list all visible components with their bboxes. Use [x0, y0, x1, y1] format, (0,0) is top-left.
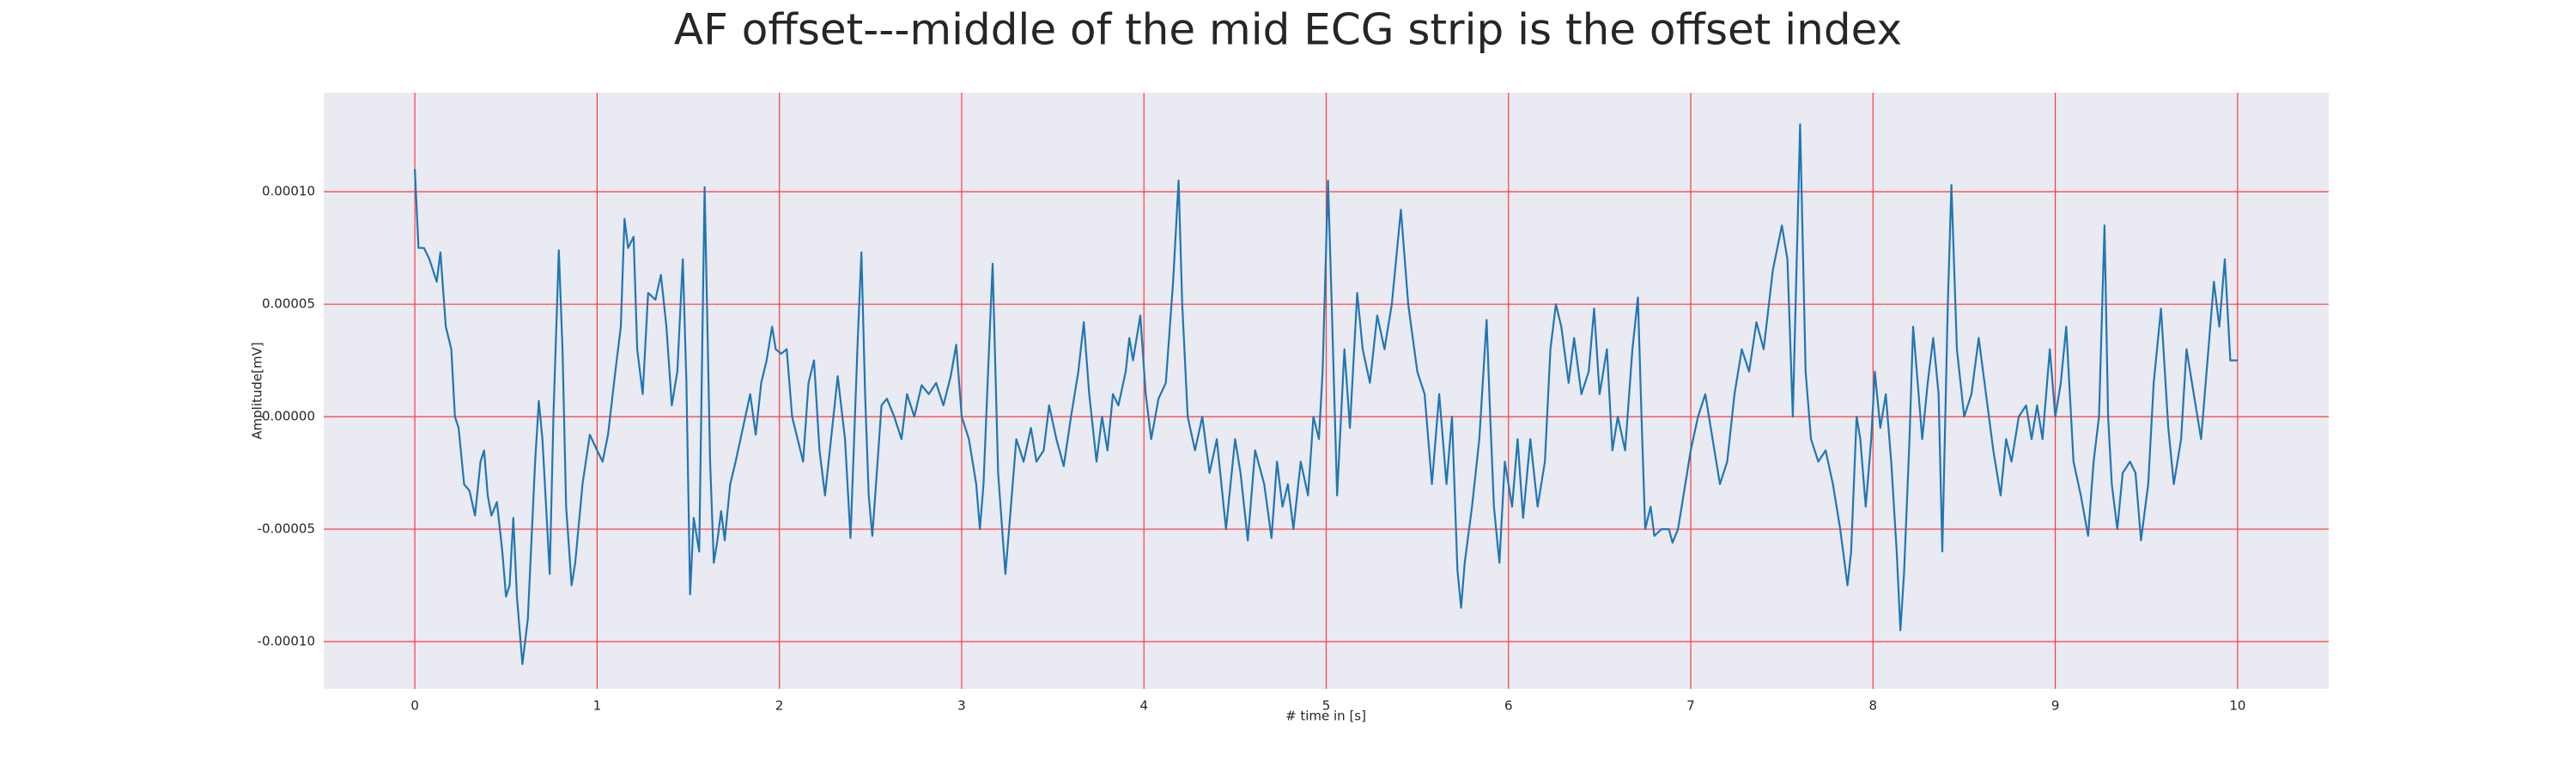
- y-tick-label: 0.00005: [262, 296, 315, 312]
- y-axis-label: Amplitude[mV]: [250, 342, 265, 439]
- x-tick-label: 7: [1686, 698, 1695, 714]
- x-tick-label: 3: [957, 698, 966, 714]
- x-tick-label: 6: [1504, 698, 1513, 714]
- chart-title: AF offset---middle of the mid ECG strip …: [674, 5, 1902, 55]
- x-tick-label: 9: [2051, 698, 2060, 714]
- x-tick-label: 4: [1139, 698, 1148, 714]
- x-tick-label: 5: [1322, 698, 1331, 714]
- y-tick-label: 0.00000: [262, 409, 315, 424]
- x-tick-label: 10: [2229, 698, 2245, 714]
- x-tick-label: 0: [410, 698, 419, 714]
- x-tick-label: 1: [593, 698, 602, 714]
- x-tick-label: 8: [1869, 698, 1878, 714]
- x-tick-label: 2: [775, 698, 784, 714]
- y-tick-label: 0.00010: [262, 184, 315, 199]
- ecg-line: [414, 123, 2238, 666]
- y-tick-label: -0.00005: [258, 521, 315, 537]
- y-tick-label: -0.00010: [258, 634, 315, 649]
- x-axis-label: # time in [s]: [1285, 709, 1366, 724]
